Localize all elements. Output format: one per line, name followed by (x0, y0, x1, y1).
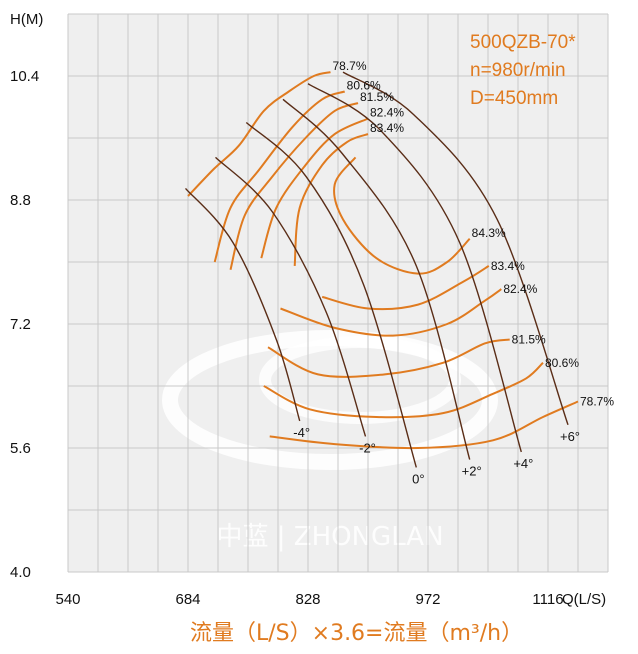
x-tick-label: 828 (295, 591, 320, 608)
y-axis-label: H(M) (10, 11, 43, 28)
efficiency-curve-lower (321, 265, 490, 311)
x-axis-label: Q(L/S) (562, 591, 606, 608)
blade-angle-curve (184, 187, 301, 422)
blade-angle-label: -4° (293, 425, 310, 440)
blade-angle-label: +4° (513, 456, 533, 471)
blade-angle-curves (184, 71, 569, 468)
blade-angle-curve (245, 121, 417, 468)
blade-angle-label: +6° (560, 429, 580, 444)
efficiency-curve-lower (267, 338, 510, 378)
x-axis-ticks: 540 684 828 972 1116 (55, 591, 563, 608)
pump-info: 500QZB-70* n=980r/min D=450mm (470, 32, 576, 109)
blade-angle-label: -2° (359, 440, 376, 455)
curve-labels: 78.7%78.7%80.6%80.6%81.5%81.5%82.4%82.4%… (293, 59, 614, 486)
efficiency-label-upper: 81.5% (360, 90, 394, 104)
efficiency-curve-upper (260, 117, 369, 259)
efficiency-label-lower: 81.5% (512, 333, 546, 347)
blade-angle-curve (342, 71, 569, 426)
blade-angle-curve (282, 98, 471, 460)
blade-angle-curve (307, 83, 522, 453)
y-tick-label: 8.8 (10, 192, 31, 209)
efficiency-curve-lower (269, 400, 579, 450)
pump-diameter: D=450mm (470, 88, 558, 109)
efficiency-label-upper: 78.7% (333, 59, 367, 73)
efficiency-curve-lower (263, 362, 544, 419)
pump-model: 500QZB-70* (470, 32, 576, 53)
efficiency-curve-lower (280, 288, 502, 337)
y-tick-label: 10.4 (10, 68, 39, 85)
efficiency-curve-upper (293, 133, 369, 266)
efficiency-curve-upper (333, 156, 471, 275)
efficiency-curve-upper (213, 90, 346, 263)
y-tick-label: 4.0 (10, 564, 31, 581)
blade-angle-label: +2° (462, 464, 482, 479)
efficiency-label-upper: 80.6% (347, 79, 381, 93)
blade-angle-label: 0° (412, 471, 424, 486)
y-tick-label: 7.2 (10, 316, 31, 333)
y-tick-label: 5.6 (10, 440, 31, 457)
blade-angle-curve (215, 156, 367, 437)
watermark-text: 中蓝 | ZHONGLAN (216, 522, 443, 552)
unit-conversion-footer: 流量（L/S）×3.6=流量（m³/h） (190, 621, 523, 646)
efficiency-label-lower: 78.7% (580, 395, 614, 409)
efficiency-curve-upper (187, 71, 331, 197)
x-tick-label: 1116 (532, 591, 563, 608)
grid (67, 13, 609, 573)
x-tick-label: 540 (55, 591, 80, 608)
pump-speed: n=980r/min (470, 60, 566, 81)
x-tick-label: 684 (175, 591, 200, 608)
efficiency-label-upper: 84.3% (472, 226, 506, 240)
efficiency-label-lower: 83.4% (491, 259, 525, 273)
efficiency-label-lower: 80.6% (545, 356, 579, 370)
efficiency-curves (187, 71, 579, 450)
y-axis-ticks: 4.0 5.6 7.2 8.8 10.4 (10, 68, 39, 581)
efficiency-label-upper: 82.4% (370, 106, 404, 120)
x-tick-label: 972 (415, 591, 440, 608)
efficiency-label-upper: 83.4% (370, 121, 404, 135)
efficiency-label-lower: 82.4% (503, 282, 537, 296)
